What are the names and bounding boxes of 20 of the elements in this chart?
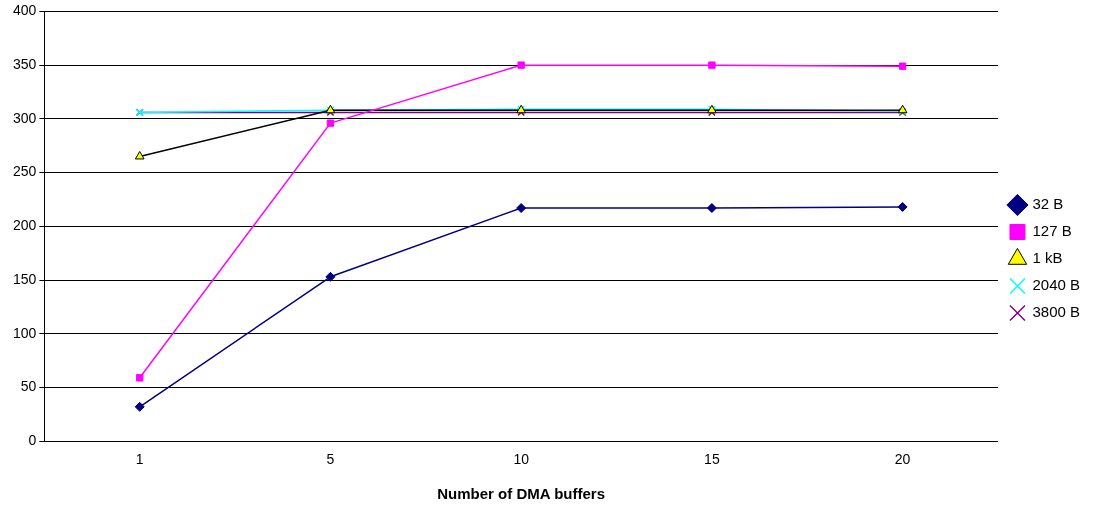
y-tick-label: 0: [28, 432, 37, 449]
y-tick-label: 300: [13, 109, 37, 126]
x-tick-label: 1: [135, 451, 144, 468]
legend-label: 127 B: [1032, 222, 1072, 240]
x-tick-label: 15: [704, 451, 720, 468]
y-tick-label: 400: [13, 2, 37, 19]
x-tick-label: 5: [326, 451, 335, 468]
y-tick-label: 250: [13, 163, 37, 180]
x-tick-label: 20: [894, 451, 911, 468]
legend-label: 1 kB: [1032, 249, 1063, 267]
legend-label: 32 B: [1032, 195, 1064, 213]
legend-label: 2040 B: [1032, 276, 1081, 294]
y-tick-label: 350: [13, 55, 37, 72]
x-tick-label: 10: [513, 451, 530, 468]
y-tick-label: 100: [13, 324, 37, 341]
x-axis-title: Number of DMA buffers: [437, 485, 606, 503]
y-tick-label: 200: [13, 217, 37, 234]
y-tick-label: 150: [13, 270, 37, 287]
y-tick-label: 50: [20, 378, 37, 395]
legend-label: 3800 B: [1032, 303, 1081, 321]
